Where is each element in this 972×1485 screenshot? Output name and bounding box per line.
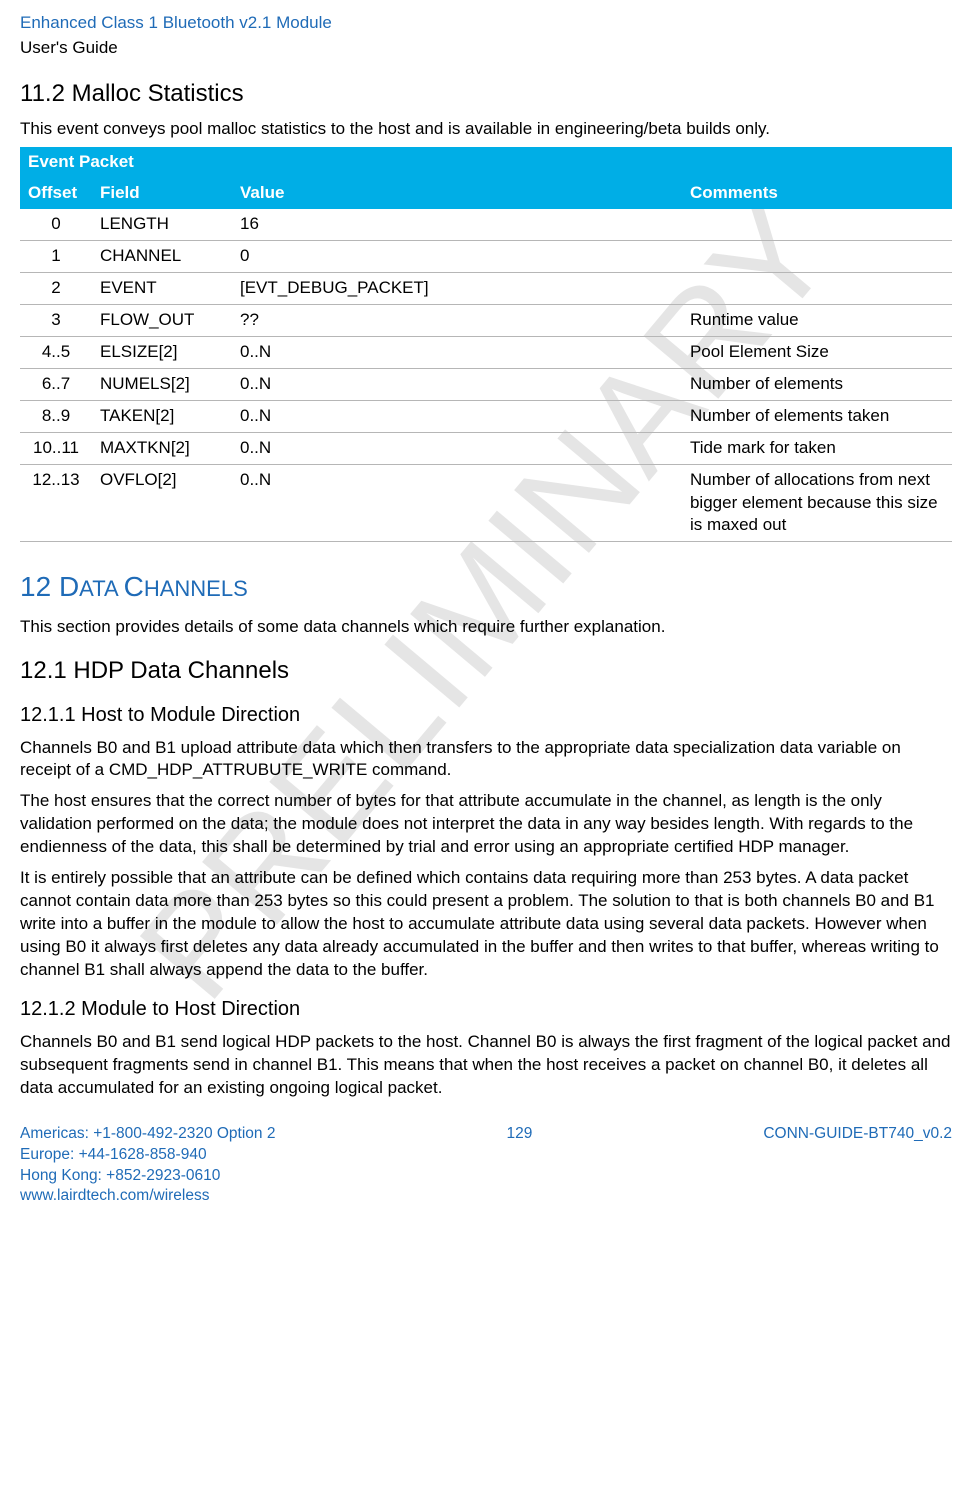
col-value: Value [232,178,682,209]
word-ata: ATA [79,576,123,601]
cell-offset: 10..11 [20,432,92,464]
cell-field: MAXTKN[2] [92,432,232,464]
cell-comments: Number of allocations from next bigger e… [682,464,952,542]
col-field: Field [92,178,232,209]
cell-field: FLOW_OUT [92,304,232,336]
cell-offset: 12..13 [20,464,92,542]
p-12-1-1-b: The host ensures that the correct number… [20,790,952,859]
cell-offset: 4..5 [20,336,92,368]
page-footer: Americas: +1-800-492-2320 Option 2 Europ… [20,1124,952,1208]
heading-12-1-1: 12.1.1 Host to Module Direction [20,702,952,729]
cell-field: ELSIZE[2] [92,336,232,368]
cell-comments: Runtime value [682,304,952,336]
cap-c: C [124,571,144,602]
cell-field: OVFLO[2] [92,464,232,542]
table-row: 4..5ELSIZE[2]0..NPool Element Size [20,336,952,368]
table-row: 2EVENT[EVT_DEBUG_PACKET] [20,272,952,304]
intro-11-2: This event conveys pool malloc statistic… [20,118,952,141]
cap-d: D [59,571,79,602]
cell-field: TAKEN[2] [92,400,232,432]
cell-value: 0..N [232,464,682,542]
chapter-title: DATA CHANNELS [59,571,248,602]
footer-contacts: Americas: +1-800-492-2320 Option 2 Europ… [20,1124,275,1208]
table-caption: Event Packet [20,147,952,178]
cell-value: 0..N [232,336,682,368]
cell-field: CHANNEL [92,241,232,273]
cell-offset: 6..7 [20,368,92,400]
table-row: 0LENGTH16 [20,209,952,240]
cell-comments: Pool Element Size [682,336,952,368]
heading-12-1: 12.1 HDP Data Channels [20,655,952,687]
table-row: 3FLOW_OUT??Runtime value [20,304,952,336]
cell-value: 0 [232,241,682,273]
page-content: Enhanced Class 1 Bluetooth v2.1 Module U… [20,12,952,1207]
cell-comments: Number of elements taken [682,400,952,432]
cell-offset: 8..9 [20,400,92,432]
cell-comments [682,272,952,304]
table-row: 1CHANNEL0 [20,241,952,273]
chapter-number: 12 [20,571,51,602]
intro-12: This section provides details of some da… [20,616,952,639]
doc-header: Enhanced Class 1 Bluetooth v2.1 Module U… [20,12,952,60]
cell-value: 0..N [232,400,682,432]
cell-comments: Tide mark for taken [682,432,952,464]
table-header-row: Offset Field Value Comments [20,178,952,209]
cell-comments [682,209,952,240]
cell-value: 16 [232,209,682,240]
doc-title: Enhanced Class 1 Bluetooth v2.1 Module [20,12,952,35]
cell-value: 0..N [232,368,682,400]
heading-12-1-2: 12.1.2 Module to Host Direction [20,996,952,1023]
heading-11-2: 11.2 Malloc Statistics [20,78,952,110]
cell-value: ?? [232,304,682,336]
word-hannels: HANNELS [144,576,248,601]
doc-subtitle: User's Guide [20,37,952,60]
table-row: 6..7NUMELS[2]0..NNumber of elements [20,368,952,400]
table-row: 8..9TAKEN[2]0..NNumber of elements taken [20,400,952,432]
cell-offset: 3 [20,304,92,336]
cell-offset: 2 [20,272,92,304]
p-12-1-2-a: Channels B0 and B1 send logical HDP pack… [20,1031,952,1100]
cell-value: [EVT_DEBUG_PACKET] [232,272,682,304]
table-row: 10..11MAXTKN[2]0..NTide mark for taken [20,432,952,464]
table-caption-row: Event Packet [20,147,952,178]
col-comments: Comments [682,178,952,209]
cell-offset: 0 [20,209,92,240]
footer-line-3: Hong Kong: +852-2923-0610 [20,1166,275,1187]
doc-id: CONN-GUIDE-BT740_v0.2 [763,1124,952,1145]
cell-field: NUMELS[2] [92,368,232,400]
cell-value: 0..N [232,432,682,464]
event-packet-table: Event Packet Offset Field Value Comments… [20,147,952,542]
p-12-1-1-c: It is entirely possible that an attribut… [20,867,952,982]
footer-line-2: Europe: +44-1628-858-940 [20,1145,275,1166]
page-number: 129 [506,1124,532,1145]
cell-comments [682,241,952,273]
cell-comments: Number of elements [682,368,952,400]
table-row: 12..13OVFLO[2]0..NNumber of allocations … [20,464,952,542]
cell-field: LENGTH [92,209,232,240]
col-offset: Offset [20,178,92,209]
p-12-1-1-a: Channels B0 and B1 upload attribute data… [20,737,952,783]
footer-line-4: www.lairdtech.com/wireless [20,1186,275,1207]
heading-12: 12 DATA CHANNELS [20,568,952,606]
cell-field: EVENT [92,272,232,304]
footer-line-1: Americas: +1-800-492-2320 Option 2 [20,1124,275,1145]
cell-offset: 1 [20,241,92,273]
